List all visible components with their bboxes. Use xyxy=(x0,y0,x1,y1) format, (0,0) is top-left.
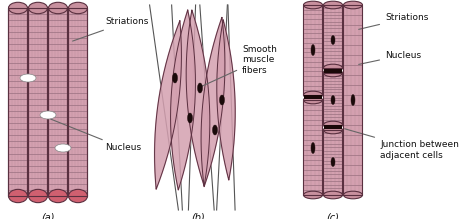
Text: Striations: Striations xyxy=(359,14,428,29)
Bar xyxy=(323,5,343,68)
Ellipse shape xyxy=(303,96,322,104)
Bar xyxy=(303,5,322,95)
Ellipse shape xyxy=(188,113,192,123)
Ellipse shape xyxy=(303,1,322,9)
Polygon shape xyxy=(155,21,182,189)
Ellipse shape xyxy=(303,191,322,199)
Ellipse shape xyxy=(219,95,225,105)
Ellipse shape xyxy=(48,189,67,203)
Bar xyxy=(48,8,67,196)
Ellipse shape xyxy=(69,189,88,203)
Bar xyxy=(9,8,27,196)
Ellipse shape xyxy=(55,144,71,152)
Bar xyxy=(9,8,27,196)
Text: (b): (b) xyxy=(191,213,205,219)
Ellipse shape xyxy=(48,2,67,14)
Ellipse shape xyxy=(311,143,315,154)
Bar xyxy=(303,100,322,195)
Ellipse shape xyxy=(344,191,363,199)
Text: Nucleus: Nucleus xyxy=(359,51,421,64)
Ellipse shape xyxy=(9,2,27,14)
Ellipse shape xyxy=(212,125,218,135)
Text: (a): (a) xyxy=(41,213,55,219)
Ellipse shape xyxy=(323,191,343,199)
Ellipse shape xyxy=(40,111,56,119)
Polygon shape xyxy=(217,20,235,180)
Polygon shape xyxy=(201,18,225,187)
Text: Junction between
adjacent cells: Junction between adjacent cells xyxy=(345,129,459,160)
Ellipse shape xyxy=(331,157,335,166)
Ellipse shape xyxy=(69,2,88,14)
Bar xyxy=(303,100,322,195)
Text: Nucleus: Nucleus xyxy=(51,119,141,152)
Bar xyxy=(324,125,342,129)
Text: (c): (c) xyxy=(327,213,339,219)
Ellipse shape xyxy=(173,73,177,83)
Ellipse shape xyxy=(28,189,47,203)
Bar xyxy=(323,130,343,195)
Ellipse shape xyxy=(311,44,315,55)
Ellipse shape xyxy=(331,35,335,44)
Ellipse shape xyxy=(323,64,343,72)
Bar xyxy=(28,8,47,196)
Polygon shape xyxy=(171,10,195,190)
Ellipse shape xyxy=(9,189,27,203)
Ellipse shape xyxy=(323,121,343,129)
Ellipse shape xyxy=(323,69,343,77)
Bar xyxy=(69,8,88,196)
Bar xyxy=(323,73,343,125)
Ellipse shape xyxy=(28,2,47,14)
Polygon shape xyxy=(186,10,210,186)
Bar xyxy=(303,5,322,95)
Bar xyxy=(344,5,363,195)
Bar xyxy=(323,73,343,125)
Ellipse shape xyxy=(323,126,343,134)
Text: Striations: Striations xyxy=(73,18,148,41)
Ellipse shape xyxy=(331,95,335,104)
Ellipse shape xyxy=(323,1,343,9)
Bar xyxy=(323,5,343,68)
Ellipse shape xyxy=(344,1,363,9)
Bar xyxy=(304,95,322,99)
Ellipse shape xyxy=(351,95,355,106)
Bar xyxy=(324,69,342,73)
Text: Smooth
muscle
fibers: Smooth muscle fibers xyxy=(201,45,277,87)
Bar xyxy=(48,8,67,196)
Ellipse shape xyxy=(20,74,36,82)
Bar xyxy=(69,8,88,196)
Bar xyxy=(28,8,47,196)
Bar xyxy=(344,5,363,195)
Ellipse shape xyxy=(198,83,202,93)
Ellipse shape xyxy=(303,91,322,99)
Bar xyxy=(323,130,343,195)
